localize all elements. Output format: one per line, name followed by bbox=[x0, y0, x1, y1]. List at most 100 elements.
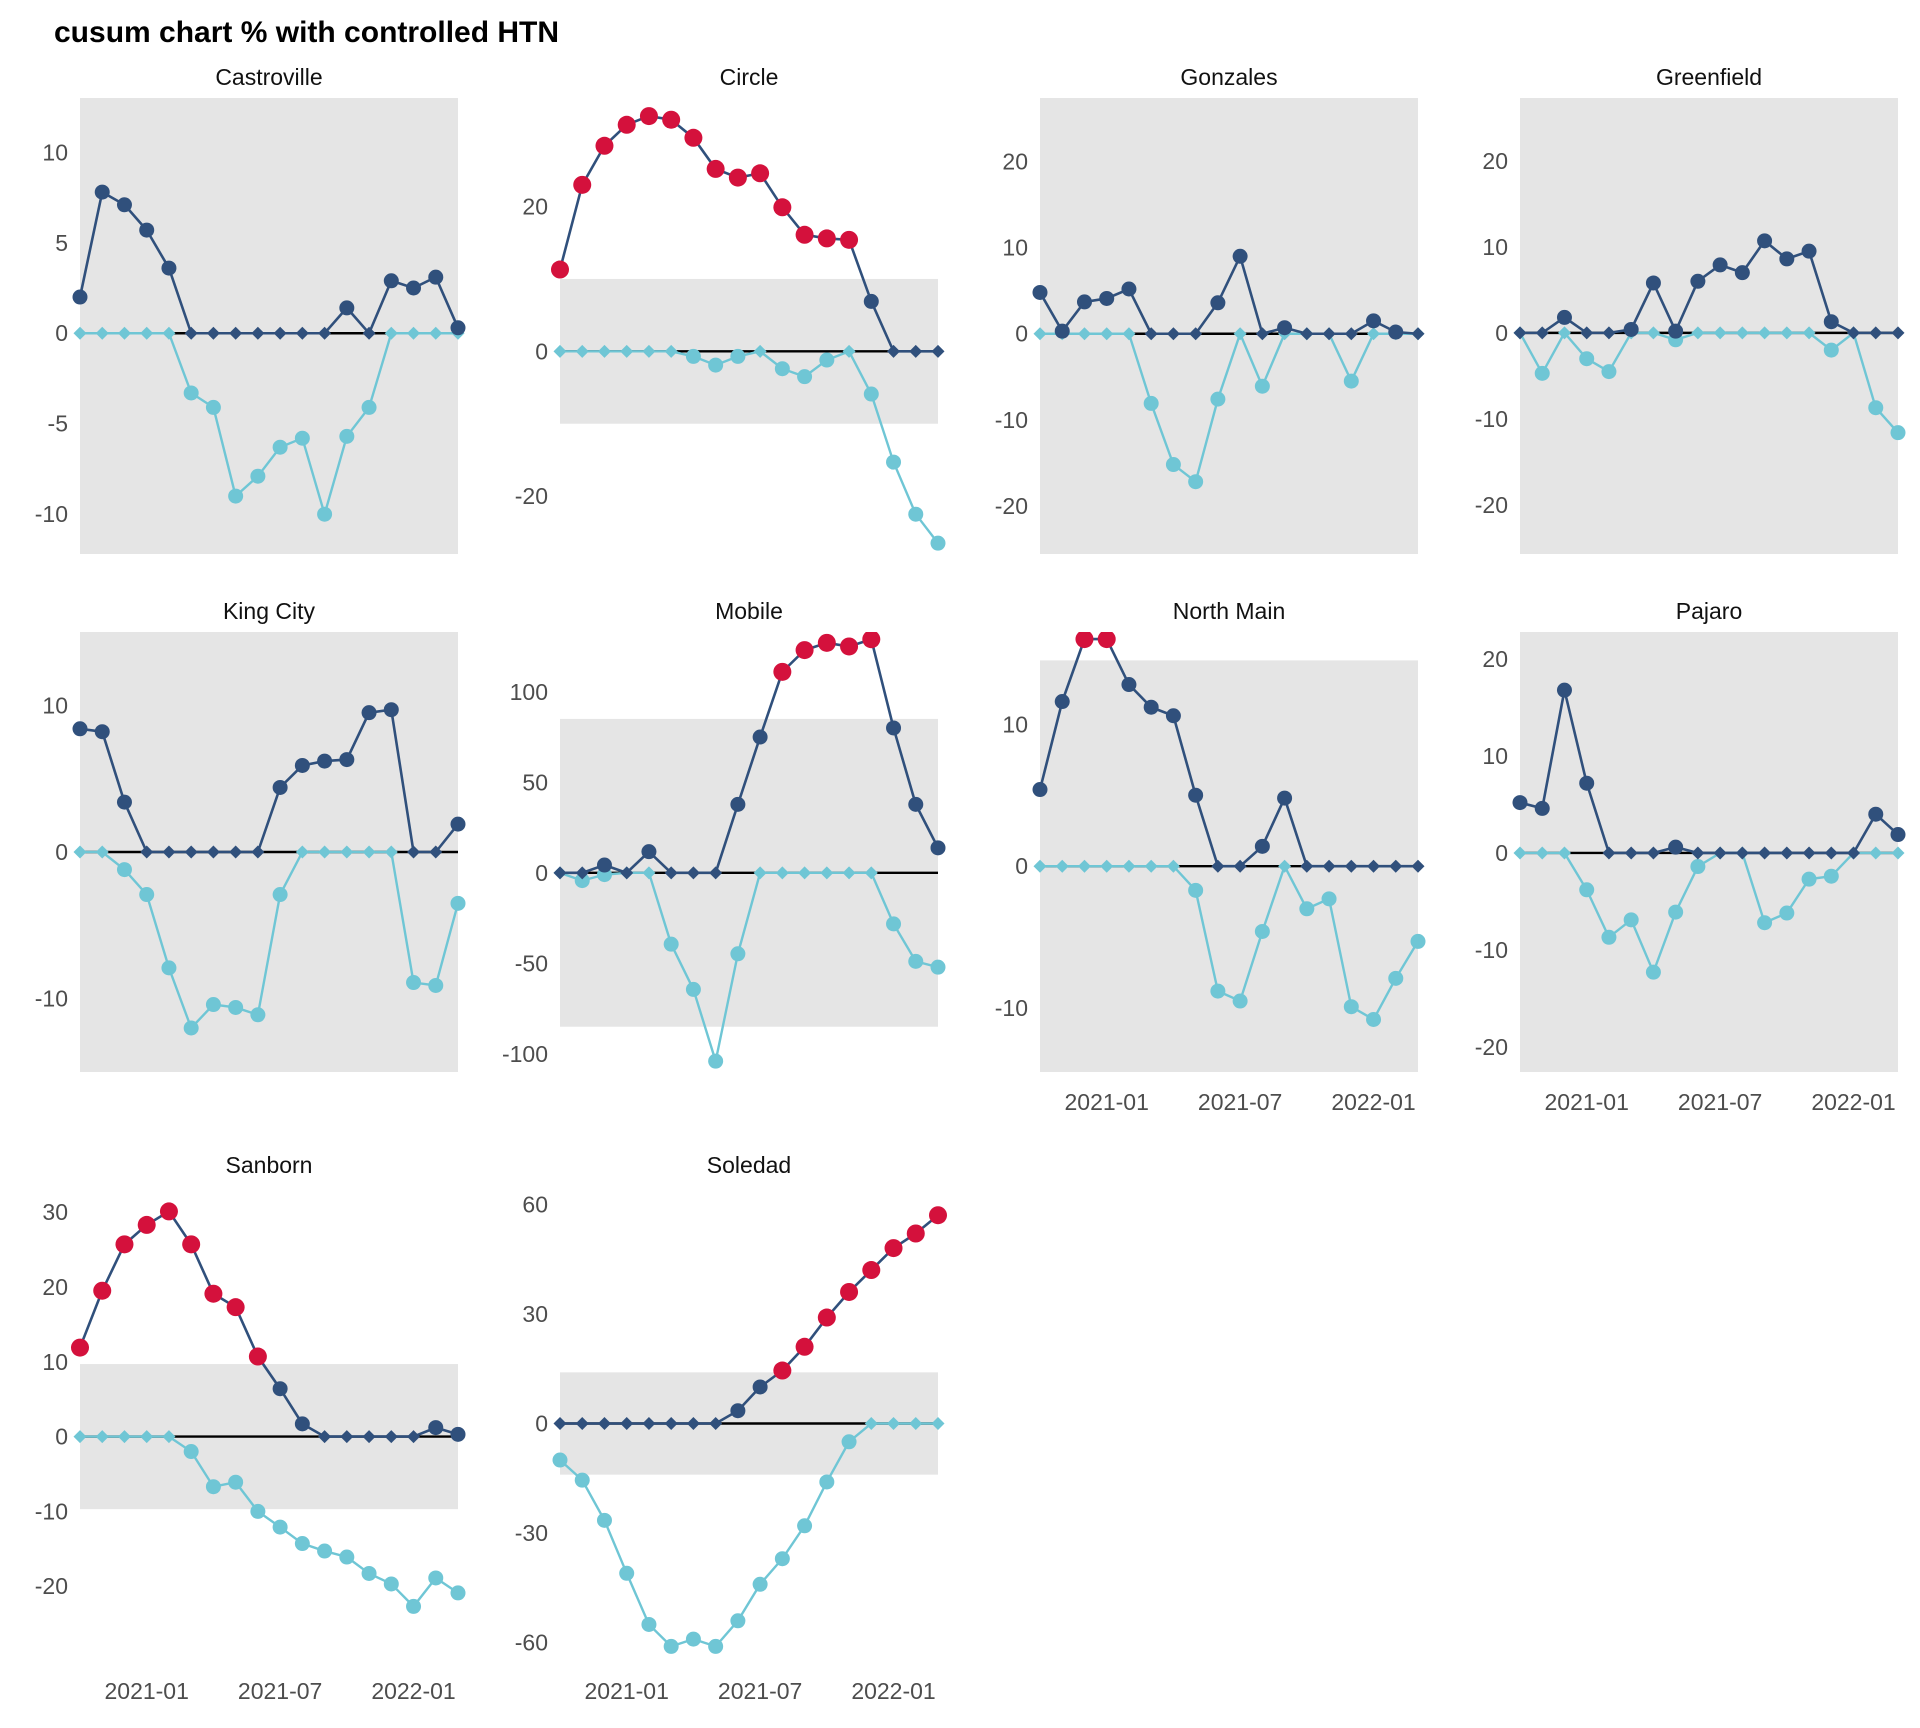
signal-point bbox=[595, 136, 614, 155]
facet-king-city: King City 10 0 -10 bbox=[2, 594, 482, 1122]
lower-point bbox=[619, 1565, 635, 1581]
control-band bbox=[80, 98, 458, 554]
lower-point bbox=[294, 430, 310, 446]
y-tick-label: 0 bbox=[535, 1411, 548, 1437]
lower-point bbox=[1534, 365, 1550, 381]
signal-point bbox=[1097, 632, 1116, 649]
upper-point bbox=[886, 720, 902, 736]
control-band bbox=[1040, 98, 1418, 554]
lower-point bbox=[95, 845, 109, 859]
lower-point bbox=[1579, 882, 1595, 898]
y-tick-label: -10 bbox=[35, 501, 68, 527]
lower-point bbox=[841, 1434, 857, 1450]
y-tick-label: 10 bbox=[42, 692, 68, 718]
upper-point bbox=[450, 1426, 466, 1442]
y-tick-label: 20 bbox=[1002, 149, 1028, 175]
y-tick-label: 10 bbox=[1002, 235, 1028, 261]
lower-point bbox=[383, 1576, 399, 1592]
upper-point bbox=[1300, 859, 1314, 873]
lower-point bbox=[205, 1479, 221, 1495]
upper-point bbox=[1322, 859, 1336, 873]
lower-point bbox=[863, 386, 879, 402]
signal-point bbox=[906, 1224, 925, 1243]
upper-point bbox=[318, 1430, 332, 1444]
upper-cusum-line bbox=[79, 708, 460, 854]
lower-point bbox=[708, 1053, 724, 1069]
upper-point bbox=[1602, 846, 1616, 860]
upper-point bbox=[340, 1430, 354, 1444]
signal-point bbox=[728, 168, 747, 187]
lower-point bbox=[250, 468, 266, 484]
lower-point bbox=[864, 866, 878, 880]
panel-title: North Main bbox=[1172, 598, 1286, 624]
upper-point bbox=[1645, 275, 1661, 291]
upper-point bbox=[1389, 859, 1403, 873]
upper-point bbox=[162, 845, 176, 859]
lower-point bbox=[1166, 859, 1180, 873]
upper-point bbox=[407, 1430, 421, 1444]
lower-point bbox=[295, 845, 309, 859]
lower-point bbox=[553, 344, 567, 358]
upper-point bbox=[72, 289, 88, 305]
panel-plot: 60 30 0 -30 -60 2021-01 2021-07 2022-01 bbox=[515, 1191, 947, 1704]
facet-gonzales: Gonzales 20 10 0 -10 -20 bbox=[962, 60, 1442, 568]
upper-point bbox=[1032, 782, 1048, 798]
panel-title: Pajaro bbox=[1675, 598, 1743, 624]
signal-point bbox=[773, 1361, 792, 1380]
y-tick-label: 30 bbox=[522, 1301, 548, 1327]
signal-point bbox=[773, 662, 792, 681]
y-tick-label: 0 bbox=[55, 839, 68, 865]
lower-point bbox=[1343, 999, 1359, 1015]
upper-point bbox=[251, 845, 265, 859]
lower-point bbox=[574, 1472, 590, 1488]
lower-point bbox=[887, 1417, 901, 1430]
upper-point bbox=[429, 845, 443, 859]
lower-point bbox=[294, 1536, 310, 1552]
upper-point bbox=[184, 326, 198, 340]
y-tick-label: 10 bbox=[42, 1349, 68, 1375]
upper-point bbox=[1602, 326, 1616, 340]
lower-point bbox=[1367, 327, 1381, 341]
x-tick-label: 2022-01 bbox=[851, 1678, 935, 1704]
lower-point bbox=[797, 1518, 813, 1534]
y-tick-label: -10 bbox=[1475, 937, 1508, 963]
facet-pajaro: Pajaro 20 10 0 -10 -20 2021-01 2021-07 2022-01 bbox=[1442, 594, 1920, 1122]
lower-point bbox=[798, 866, 812, 880]
lower-point bbox=[685, 981, 701, 997]
lower-point bbox=[685, 1631, 701, 1647]
lower-point bbox=[162, 1430, 176, 1444]
upper-point bbox=[575, 1417, 589, 1430]
x-tick-label: 2021-01 bbox=[1064, 1089, 1148, 1115]
lower-point bbox=[95, 326, 109, 340]
upper-point bbox=[1556, 309, 1572, 325]
lower-point bbox=[730, 946, 746, 962]
lower-point bbox=[708, 1638, 724, 1654]
upper-point bbox=[709, 1417, 723, 1430]
y-tick-label: 0 bbox=[1015, 321, 1028, 347]
upper-point bbox=[1254, 838, 1270, 854]
lower-point bbox=[908, 506, 924, 522]
upper-point bbox=[1277, 790, 1293, 806]
lower-point bbox=[1757, 915, 1773, 931]
upper-point bbox=[1668, 839, 1684, 855]
panel-plot: 30 20 10 0 -10 -20 2021-01 2021-07 2022-01 bbox=[35, 1199, 466, 1704]
lower-point bbox=[1143, 395, 1159, 411]
lower-point bbox=[1210, 983, 1226, 999]
lower-point bbox=[73, 326, 87, 340]
upper-point bbox=[887, 344, 901, 358]
upper-point bbox=[1690, 273, 1706, 289]
upper-point bbox=[1344, 327, 1358, 341]
lower-point bbox=[886, 454, 902, 470]
panel-plot: 10 0 -10 2021-01 2021-07 2022-01 bbox=[995, 632, 1426, 1115]
upper-point bbox=[909, 344, 923, 358]
panel-plot: 20 0 -20 bbox=[515, 107, 946, 551]
empty-facet-cell bbox=[1442, 1148, 1920, 1711]
upper-point bbox=[620, 1417, 634, 1430]
lower-point bbox=[1802, 326, 1816, 340]
lower-point bbox=[930, 535, 946, 551]
lower-point bbox=[428, 1570, 444, 1586]
upper-point bbox=[930, 840, 946, 856]
y-tick-label: -5 bbox=[48, 411, 68, 437]
lower-point bbox=[116, 862, 132, 878]
signal-point bbox=[817, 229, 836, 248]
